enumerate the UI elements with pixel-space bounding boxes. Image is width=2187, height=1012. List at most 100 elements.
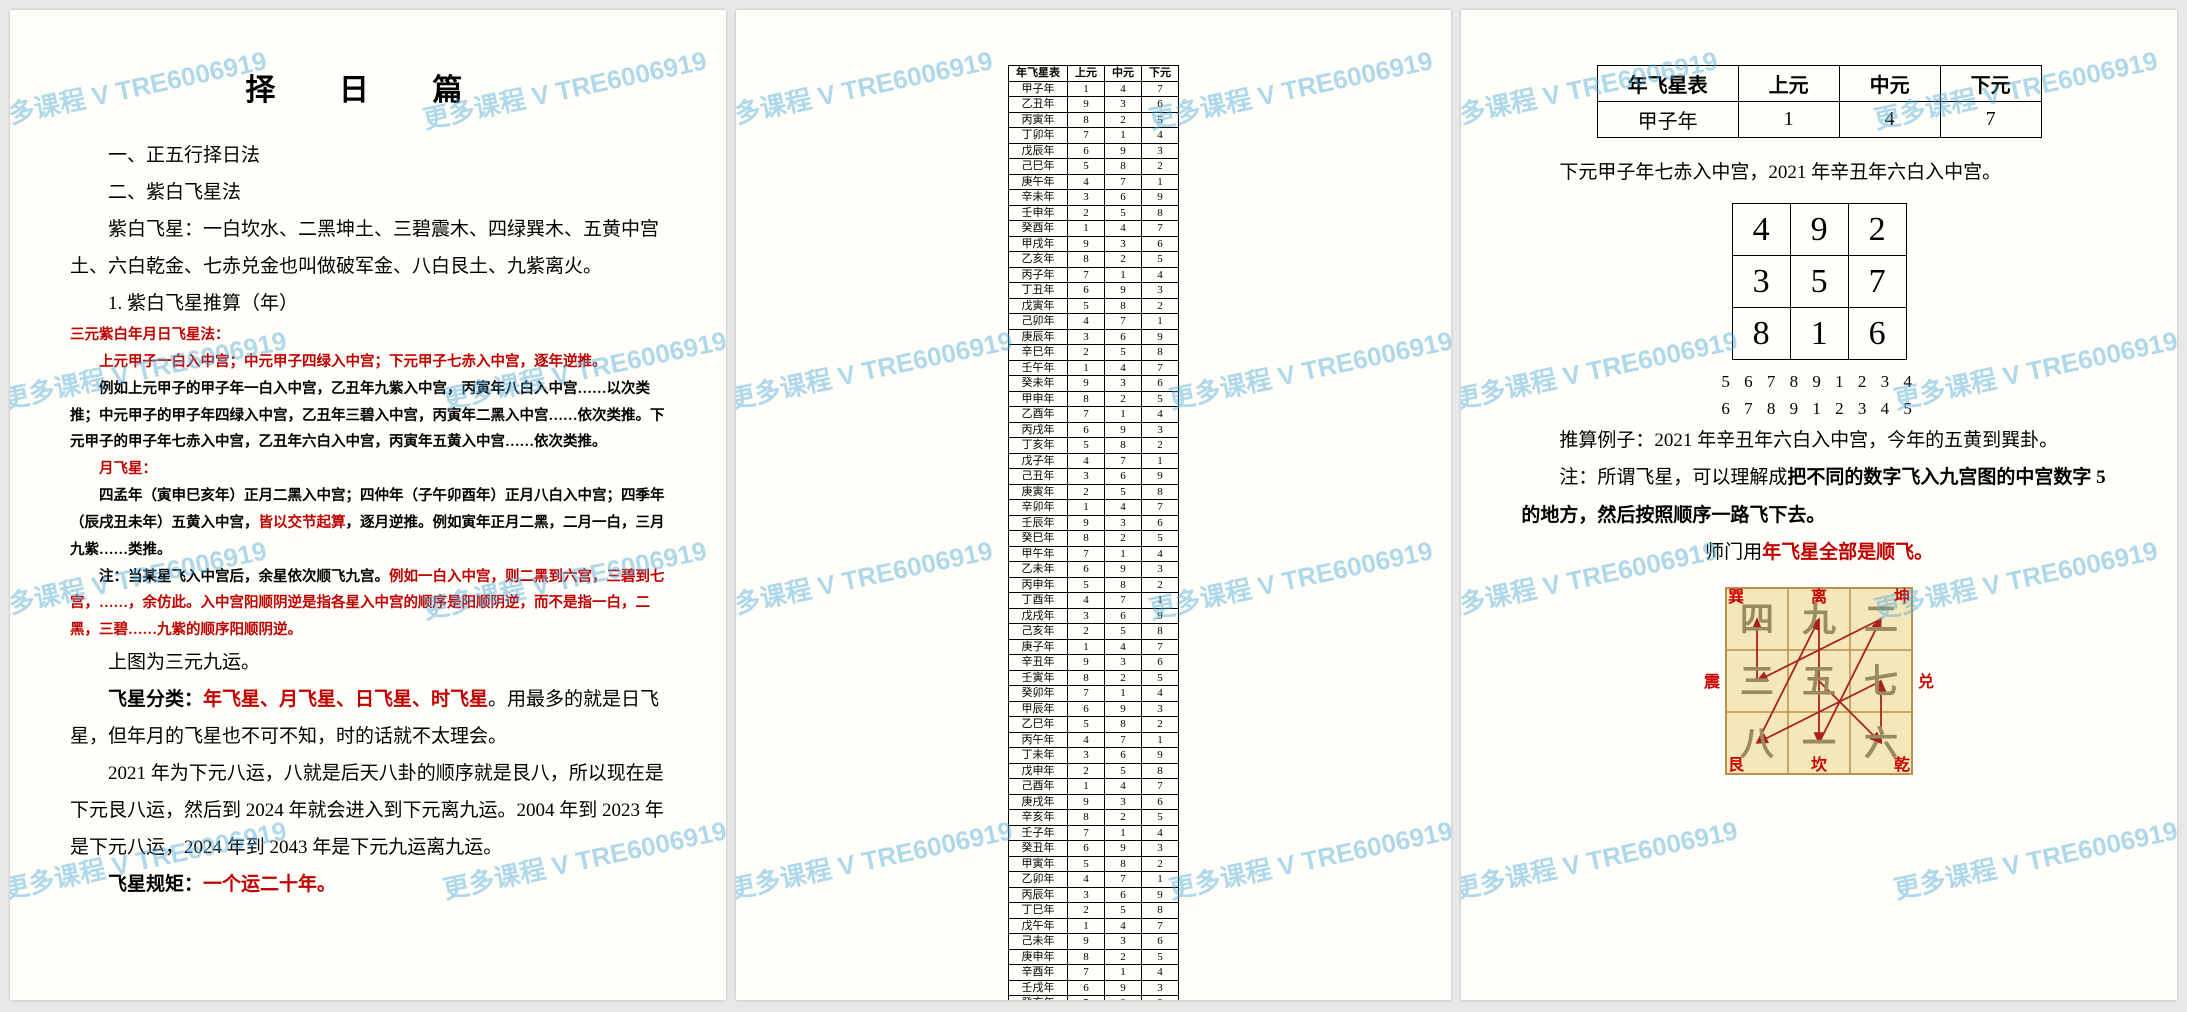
- cell: 戊子年: [1009, 453, 1068, 469]
- cell: 8: [1068, 391, 1105, 407]
- cell: 甲辰年: [1009, 701, 1068, 717]
- table-row: 丙辰年369: [1009, 887, 1179, 903]
- table-row: 庚子年147: [1009, 639, 1179, 655]
- cell: 1: [1142, 314, 1179, 330]
- cell: 5: [1142, 531, 1179, 547]
- cell: 8: [1068, 949, 1105, 965]
- cell: 丁亥年: [1009, 438, 1068, 454]
- red-heading-1: 三元紫白年月日飞星法：: [70, 322, 666, 349]
- cell: 3: [1142, 841, 1179, 857]
- cell: 7: [1940, 102, 2041, 138]
- cell: 9: [1142, 329, 1179, 345]
- cell: 3: [1068, 190, 1105, 206]
- cell: 9: [1142, 748, 1179, 764]
- cell: 2: [1105, 112, 1142, 128]
- cell: 5: [1068, 717, 1105, 733]
- cell: 2: [1068, 484, 1105, 500]
- cell: 壬申年: [1009, 205, 1068, 221]
- cell: 癸未年: [1009, 376, 1068, 392]
- cell: 壬午年: [1009, 360, 1068, 376]
- cell: 1: [1142, 872, 1179, 888]
- cell: 6: [1068, 562, 1105, 578]
- cell: 1: [1142, 593, 1179, 609]
- cell: 己丑年: [1009, 469, 1068, 485]
- cell: 1: [1068, 639, 1105, 655]
- watermark: 更多课程 V TRE6006919: [1165, 810, 1451, 906]
- cell: 3: [1142, 562, 1179, 578]
- cell: 4: [1068, 314, 1105, 330]
- cell: 2: [1142, 856, 1179, 872]
- cell: 丙寅年: [1009, 112, 1068, 128]
- cell: 辛丑年: [1009, 655, 1068, 671]
- cell: 5: [1068, 577, 1105, 593]
- table-row: 乙亥年825: [1009, 252, 1179, 268]
- cell: 3: [1142, 701, 1179, 717]
- table-row: 乙巳年582: [1009, 717, 1179, 733]
- table-row: 丙午年471: [1009, 732, 1179, 748]
- red-heading-2: 月飞星：: [70, 456, 666, 483]
- cell: 甲寅年: [1009, 856, 1068, 872]
- table-row: 乙丑年936: [1009, 97, 1179, 113]
- cell: 3: [1068, 329, 1105, 345]
- table-row: 癸亥年582: [1009, 996, 1179, 1001]
- cell: 7: [1068, 686, 1105, 702]
- cell: 丙申年: [1009, 577, 1068, 593]
- grid-row: 492: [1732, 204, 1906, 256]
- cell: 癸亥年: [1009, 996, 1068, 1001]
- luoshu-diagram: 四巽九离二坤三震五七兑八艮一坎六乾: [1694, 581, 1944, 781]
- cell: 乙巳年: [1009, 717, 1068, 733]
- cell: 6: [1068, 980, 1105, 996]
- cell: 9: [1068, 794, 1105, 810]
- cell: 3: [1142, 422, 1179, 438]
- svg-text:坤: 坤: [1894, 587, 1910, 606]
- cell: 7: [1142, 221, 1179, 237]
- cell: 9: [1105, 283, 1142, 299]
- svg-text:三: 三: [1740, 664, 1774, 701]
- cell: 戊申年: [1009, 763, 1068, 779]
- cell: 6: [1068, 701, 1105, 717]
- cell: 庚戌年: [1009, 794, 1068, 810]
- table-row: 辛亥年825: [1009, 810, 1179, 826]
- cell: 戊寅年: [1009, 298, 1068, 314]
- col-header: 上元: [1738, 66, 1839, 102]
- note-explain: 注：所谓飞星，可以理解成把不同的数字飞入九宫图的中宫数字 5 的地方，然后按照顺…: [1521, 459, 2117, 533]
- table-row: 壬午年147: [1009, 360, 1179, 376]
- table-row: 丙申年582: [1009, 577, 1179, 593]
- cell: 1: [1105, 825, 1142, 841]
- table-row: 丁亥年582: [1009, 438, 1179, 454]
- cell: 3: [1068, 748, 1105, 764]
- cell: 乙亥年: [1009, 252, 1068, 268]
- cell: 5: [1105, 624, 1142, 640]
- table-row: 己巳年582: [1009, 159, 1179, 175]
- grid-cell: 5: [1790, 256, 1848, 308]
- cell: 丁丑年: [1009, 283, 1068, 299]
- cell: 6: [1142, 236, 1179, 252]
- cell: 戊戌年: [1009, 608, 1068, 624]
- cell: 7: [1105, 174, 1142, 190]
- grid-row: 357: [1732, 256, 1906, 308]
- cell: 5: [1105, 484, 1142, 500]
- cell: 5: [1105, 903, 1142, 919]
- cell: 3: [1105, 376, 1142, 392]
- grid-cell: 7: [1848, 256, 1906, 308]
- grid-row: 816: [1732, 308, 1906, 360]
- watermark: 更多课程 V TRE6006919: [736, 40, 996, 136]
- cell: 8: [1105, 298, 1142, 314]
- cell: 庚子年: [1009, 639, 1068, 655]
- cell: 9: [1142, 608, 1179, 624]
- cell: 壬子年: [1009, 825, 1068, 841]
- cell: 2: [1105, 810, 1142, 826]
- table-row: 丙寅年825: [1009, 112, 1179, 128]
- cell: 丙子年: [1009, 267, 1068, 283]
- watermark: 更多课程 V TRE6006919: [1145, 40, 1435, 136]
- watermark: 更多课程 V TRE6006919: [1145, 530, 1435, 626]
- cell: 8: [1142, 345, 1179, 361]
- cell: 4: [1142, 407, 1179, 423]
- cell: 3: [1105, 236, 1142, 252]
- col-header: 上元: [1068, 66, 1105, 82]
- cell: 4: [1142, 546, 1179, 562]
- page-title: 择 日 篇: [70, 65, 666, 109]
- grid-cell: 2: [1848, 204, 1906, 256]
- cell: 1: [1142, 174, 1179, 190]
- shimen-rule: 师门用年飞星全部是顺飞。: [1521, 534, 2117, 571]
